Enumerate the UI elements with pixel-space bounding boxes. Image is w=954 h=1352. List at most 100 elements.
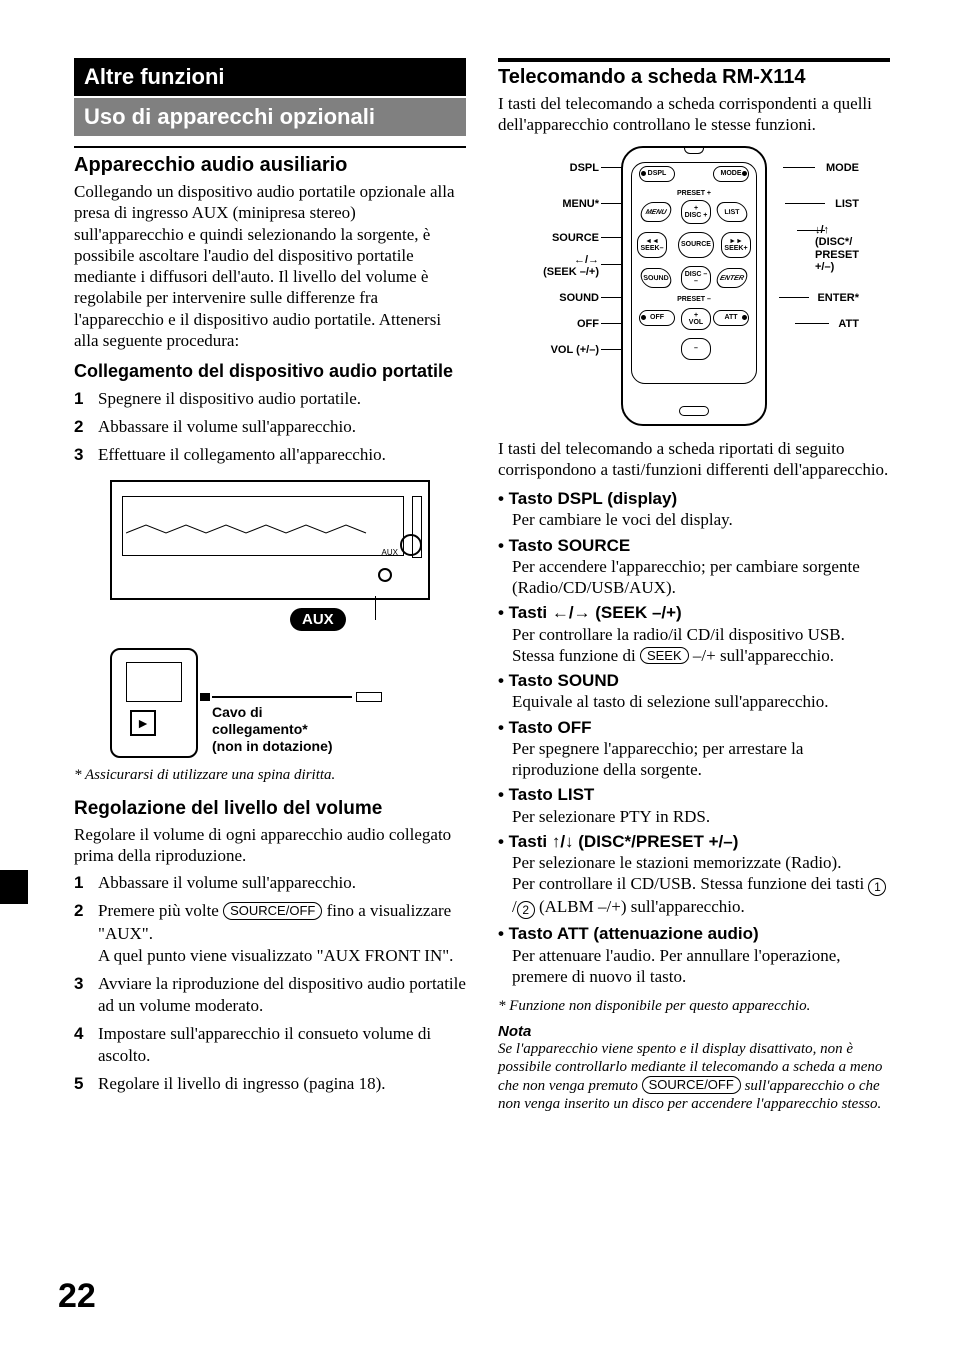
function-footnote: * Funzione non disponibile per questo ap… xyxy=(498,997,890,1015)
step-text: Abbassare il volume sull'apparecchio. xyxy=(98,416,356,438)
bullet-body: Per cambiare le voci del display. xyxy=(498,509,890,530)
divider xyxy=(74,146,466,148)
label-off: OFF xyxy=(529,318,599,331)
bullet-body: Per selezionare PTY in RDS. xyxy=(498,806,890,827)
volume-heading: Regolazione del livello del volume xyxy=(74,798,466,820)
remote-heading: Telecomando a scheda RM-X114 xyxy=(498,66,890,89)
remote-intro: I tasti del telecomando a scheda corrisp… xyxy=(498,93,890,136)
page-columns: Altre funzioni Uso di apparecchi opziona… xyxy=(74,58,890,1113)
bullet-body: Per spegnere l'apparecchio; per arrestar… xyxy=(498,738,890,781)
step-number: 3 xyxy=(74,444,88,466)
label-source: SOURCE xyxy=(529,232,599,245)
btn-vol-plus: + VOL xyxy=(681,308,711,330)
list-item: 4Impostare sull'apparecchio il consueto … xyxy=(74,1023,466,1067)
side-tab xyxy=(0,870,28,904)
remote-buttons-list: • Tasto DSPL (display) Per cambiare le v… xyxy=(498,488,890,987)
seek-pill: SEEK xyxy=(640,647,689,665)
cable-text-2: collegamento* xyxy=(212,721,430,738)
label-dspl: DSPL xyxy=(529,162,599,175)
bullet-body: Per selezionare le stazioni memorizzate … xyxy=(498,852,890,873)
label-att: ATT xyxy=(838,318,859,331)
subsection-heading: Uso di apparecchi opzionali xyxy=(74,98,466,136)
bullet-body: Equivale al tasto di selezione sull'appa… xyxy=(498,691,890,712)
circled-1-icon: 1 xyxy=(868,878,886,896)
label-enter: ENTER* xyxy=(817,292,859,305)
list-item: • Tasto DSPL (display) Per cambiare le v… xyxy=(498,488,890,531)
btn-disc-minus: DISC – – xyxy=(681,266,711,290)
step-number: 1 xyxy=(74,872,88,894)
step-number: 4 xyxy=(74,1023,88,1067)
cable-label: Cavo di collegamento* (non in dotazione) xyxy=(212,648,430,754)
note-body: Se l'apparecchio viene spento e il displ… xyxy=(498,1040,890,1113)
list-item: • Tasto LIST Per selezionare PTY in RDS. xyxy=(498,784,890,827)
source-off-pill: SOURCE/OFF xyxy=(223,902,322,920)
label-seek: ←/→ (SEEK –/+) xyxy=(529,254,599,279)
left-column: Altre funzioni Uso di apparecchi opziona… xyxy=(74,58,466,1113)
list-item: • Tasto OFF Per spegnere l'apparecchio; … xyxy=(498,717,890,781)
list-item: • Tasti ←/→ (SEEK –/+) Per controllare l… xyxy=(498,602,890,666)
step-number: 2 xyxy=(74,416,88,438)
bullet-title: • Tasto LIST xyxy=(498,784,890,805)
list-item: • Tasto SOURCE Per accendere l'apparecch… xyxy=(498,535,890,599)
list-item: • Tasto ATT (attenuazione audio) Per att… xyxy=(498,923,890,987)
cable-text-1: Cavo di xyxy=(212,704,430,721)
remote-body-icon: DSPL MODE PRESET + MENU + DISC + LIST ◄◄… xyxy=(621,146,767,426)
aux-heading: Apparecchio audio ausiliario xyxy=(74,154,466,177)
step-text: Regolare il livello di ingresso (pagina … xyxy=(98,1073,386,1095)
source-off-pill: SOURCE/OFF xyxy=(642,1076,741,1094)
btn-seek-minus: ◄◄ SEEK– xyxy=(637,232,667,258)
bullet-body: Per controllare la radio/il CD/il dispos… xyxy=(498,624,890,667)
btn-seek-plus: ►► SEEK+ xyxy=(721,232,751,258)
list-item: • Tasto SOUND Equivale al tasto di selez… xyxy=(498,670,890,713)
label-menu: MENU* xyxy=(529,198,599,211)
bullet-title: • Tasto ATT (attenuazione audio) xyxy=(498,923,890,944)
play-icon: ► xyxy=(130,710,156,736)
connect-steps: 1 Spegnere il dispositivo audio portatile… xyxy=(74,388,466,466)
section-heading: Altre funzioni xyxy=(74,58,466,96)
bullet-title: • Tasto SOURCE xyxy=(498,535,890,556)
btn-disc-plus: + DISC + xyxy=(681,200,711,224)
aux-body: Collegando un dispositivo audio portatil… xyxy=(74,181,466,351)
step-text: Premere più volte SOURCE/OFF fino a visu… xyxy=(98,900,466,966)
bullet-body: Per accendere l'apparecchio; per cambiar… xyxy=(498,556,890,599)
step-text: Spegnere il dispositivo audio portatile. xyxy=(98,388,361,410)
list-item: 2 Premere più volte SOURCE/OFF fino a vi… xyxy=(74,900,466,966)
aux-connection-figure: AUX AUX ► Cavo di collegamento* xyxy=(110,480,430,758)
bullet-title: • Tasti ←/→ (SEEK –/+) xyxy=(498,602,890,623)
label-vol: VOL (+/–) xyxy=(529,344,599,357)
label-mode: MODE xyxy=(826,162,859,175)
bullet-title: • Tasti ↑/↓ (DISC*/PRESET +/–) xyxy=(498,831,890,852)
label-sound: SOUND xyxy=(529,292,599,305)
step-text: Impostare sull'apparecchio il consueto v… xyxy=(98,1023,466,1067)
step-text: Abbassare il volume sull'apparecchio. xyxy=(98,872,356,894)
btn-vol-minus: – xyxy=(681,338,711,360)
list-item: • Tasti ↑/↓ (DISC*/PRESET +/–) Per selez… xyxy=(498,831,890,920)
connect-heading: Collegamento del dispositivo audio porta… xyxy=(74,361,466,382)
txt-preset-plus: PRESET + xyxy=(677,190,711,197)
btn-source: SOURCE xyxy=(678,232,714,258)
aux-badge: AUX xyxy=(290,608,346,631)
note-heading: Nota xyxy=(498,1023,890,1040)
cable-text-3: (non in dotazione) xyxy=(212,738,430,755)
step-number: 2 xyxy=(74,900,88,966)
cable-icon xyxy=(212,696,352,698)
list-item: 1 Abbassare il volume sull'apparecchio. xyxy=(74,872,466,894)
portable-player-icon: ► xyxy=(110,648,198,758)
step-text: Avviare la riproduzione del dispositivo … xyxy=(98,973,466,1017)
circled-2-icon: 2 xyxy=(517,901,535,919)
car-stereo-icon: AUX xyxy=(110,480,430,600)
step-number: 1 xyxy=(74,388,88,410)
step-text: Effettuare il collegamento all'apparecch… xyxy=(98,444,386,466)
list-item: 5 Regolare il livello di ingresso (pagina… xyxy=(74,1073,466,1095)
step-number: 5 xyxy=(74,1073,88,1095)
bullet-title: • Tasto OFF xyxy=(498,717,890,738)
bullet-body: Per attenuare l'audio. Per annullare l'o… xyxy=(498,945,890,988)
list-item: 1 Spegnere il dispositivo audio portatile… xyxy=(74,388,466,410)
bullet-title: • Tasto DSPL (display) xyxy=(498,488,890,509)
right-column: Telecomando a scheda RM-X114 I tasti del… xyxy=(498,58,890,1113)
remote-body-2: I tasti del telecomando a scheda riporta… xyxy=(498,438,890,481)
txt-preset-minus: PRESET – xyxy=(677,296,711,303)
step-number: 3 xyxy=(74,973,88,1017)
label-disc-preset: ↓/↑ (DISC*/ PRESET +/–) xyxy=(815,224,859,275)
bullet-title: • Tasto SOUND xyxy=(498,670,890,691)
